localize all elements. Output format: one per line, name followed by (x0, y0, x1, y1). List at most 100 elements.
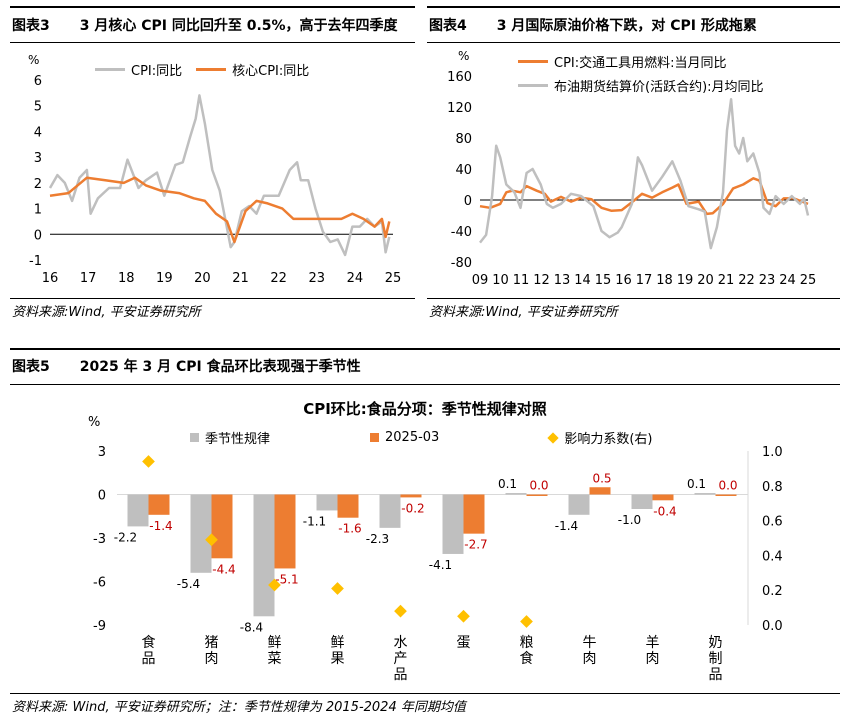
fig5-bar-2025-03-label: -1.6 (338, 522, 361, 536)
fig5-category-label: 品 (142, 651, 156, 667)
fig4-ytick-label: 0 (464, 194, 472, 209)
fig4-label: 图表4 (429, 18, 467, 34)
fig3-header: 图表3 3 月核心 CPI 同比回升至 0.5%，高于去年四季度 (12, 5, 398, 45)
fig4-xtick-label: 09 (472, 273, 489, 288)
legend-label-fuel: CPI:交通工具用燃料:当月同比 (554, 56, 727, 71)
fig5-bar-seasonal-label: -8.4 (240, 620, 263, 634)
legend-label-cpi: CPI:同比 (131, 64, 183, 79)
fig5-bar-seasonal-label: -1.0 (618, 513, 641, 527)
fig5-bar-2025-03-label: -0.4 (653, 504, 676, 518)
fig3-unit-label: % (28, 53, 39, 67)
fig3-ytick-label: 5 (34, 100, 42, 115)
fig5-bar-seasonal-label: 0.1 (498, 477, 517, 491)
fig5-bar-seasonal (505, 493, 527, 495)
fig4-xtick-label: 10 (492, 273, 509, 288)
legend-swatch-brent (518, 84, 548, 87)
fig5-bar-seasonal (568, 494, 590, 515)
fig5-bar-seasonal (694, 493, 716, 495)
fig5-bar-seasonal-label: -1.1 (303, 514, 326, 528)
fig4-xtick-label: 24 (779, 273, 796, 288)
fig5-category-label: 品 (394, 667, 408, 683)
fig3-xtick-label: 23 (309, 271, 326, 286)
fig5-bar-seasonal (379, 494, 401, 528)
fig4-source-rule (427, 298, 840, 299)
fig5-bar-2025-03 (589, 487, 611, 495)
fig4-series-0-line (479, 177, 809, 216)
fig5-bar-2025-03 (274, 494, 296, 569)
fig4-xtick-label: 17 (636, 273, 653, 288)
fig5-bar-2025-03-label: -1.4 (149, 519, 172, 533)
fig5-category-label: 品 (709, 667, 723, 683)
fig5-top-rule (10, 348, 840, 350)
fig4-legend-brent: 布油期货结算价(活跃合约):月均同比 (518, 76, 764, 95)
fig3-source-rule (10, 298, 415, 299)
fig4-title: 3 月国际原油价格下跌，对 CPI 形成拖累 (496, 18, 757, 34)
fig5-bar-seasonal-label: -1.4 (555, 519, 578, 533)
fig5-y2tick-label: 0.2 (762, 584, 783, 599)
legend-label-seasonal: 季节性规律 (205, 432, 271, 447)
legend-label-brent: 布油期货结算价(活跃合约):月均同比 (554, 80, 764, 95)
fig5-bar-2025-03 (148, 494, 170, 515)
fig5-bar-seasonal (631, 494, 653, 509)
fig4-xtick-label: 13 (554, 273, 571, 288)
fig5-category-label: 粮 (520, 635, 534, 651)
fig4-legend-fuel: CPI:交通工具用燃料:当月同比 (518, 52, 727, 71)
fig5-category-label: 蛋 (457, 635, 471, 651)
fig3-xtick-label: 20 (194, 271, 211, 286)
fig4-xtick-label: 25 (800, 273, 817, 288)
fig5-source: 资料来源: Wind, 平安证券研究所；注：季节性规律为 2015-2024 年… (12, 700, 466, 715)
fig3-ytick-label: -1 (29, 254, 42, 269)
fig3-series-1-line (49, 176, 391, 244)
food-bar-chart: %30-3-6-91.00.80.60.40.20.0食品-2.2-1.4猪肉-… (88, 415, 783, 683)
fig4-top-rule (427, 6, 840, 8)
fig5-chart-title: CPI环比:食品分项：季节性规律对照 (303, 400, 547, 418)
fig5-ytick-label: -6 (93, 576, 106, 591)
fig5-y2tick-label: 0.6 (762, 515, 783, 530)
fig3-legend: CPI:同比 核心CPI:同比 (95, 60, 309, 79)
fig5-ytick-label: -3 (93, 532, 106, 547)
fig5-category-label: 果 (331, 651, 345, 667)
fig3-ytick-label: 1 (34, 203, 42, 218)
fig5-bar-seasonal (127, 494, 149, 527)
fig5-bar-seasonal-label: -4.1 (429, 558, 452, 572)
fig5-category-label: 奶 (709, 635, 723, 651)
fig4-xtick-label: 12 (533, 273, 550, 288)
fig5-bar-seasonal-label: -5.4 (177, 577, 200, 591)
fig5-bar-2025-03-label: 0.0 (529, 479, 548, 493)
fig5-y2tick-label: 0.4 (762, 549, 783, 564)
fig5-y2tick-label: 0.0 (762, 619, 783, 634)
fig5-category-label: 肉 (205, 651, 219, 667)
legend-swatch-core-cpi (196, 68, 227, 71)
fig3-title: 3 月核心 CPI 同比回升至 0.5%，高于去年四季度 (79, 18, 398, 34)
fig5-ytick-label: 0 (98, 489, 106, 504)
fig3-xtick-label: 19 (156, 271, 173, 286)
fig5-bar-2025-03-label: -0.2 (401, 501, 424, 515)
fig4-xtick-label: 18 (656, 273, 673, 288)
fig5-bar-seasonal (442, 494, 464, 554)
fig5-bar-2025-03 (463, 494, 485, 534)
fig5-bar-2025-03-label: -5.1 (275, 572, 298, 586)
fig5-bar-2025-03-label: -4.4 (212, 562, 235, 576)
fig5-bar-2025-03-label: -2.7 (464, 538, 487, 552)
fig5-ytick-label: -9 (93, 619, 106, 634)
fig5-category-label: 肉 (583, 651, 597, 667)
fig4-ytick-label: 40 (455, 163, 472, 178)
fig3-ytick-label: 3 (34, 151, 42, 166)
fig5-influence-point (457, 609, 470, 623)
fig5-category-label: 鲜 (331, 635, 345, 651)
legend-swatch-fuel (518, 60, 548, 63)
fig4-xtick-label: 23 (759, 273, 776, 288)
fig5-ytick-label: 3 (98, 445, 106, 460)
fig5-influence-point (142, 455, 155, 468)
fig3-xtick-label: 25 (385, 271, 402, 286)
fig5-influence-point (520, 615, 533, 628)
fig5-category-label: 猪 (205, 635, 219, 651)
fig4-xtick-label: 16 (615, 273, 632, 288)
fig4-xtick-label: 22 (738, 273, 755, 288)
fig5-category-label: 鲜 (268, 635, 282, 651)
fig3-ytick-label: 4 (34, 125, 42, 140)
fig5-influence-point (394, 604, 407, 618)
fig3-xtick-label: 17 (80, 271, 97, 286)
fig5-bar-2025-03 (652, 494, 674, 501)
fig4-xtick-label: 20 (697, 273, 714, 288)
